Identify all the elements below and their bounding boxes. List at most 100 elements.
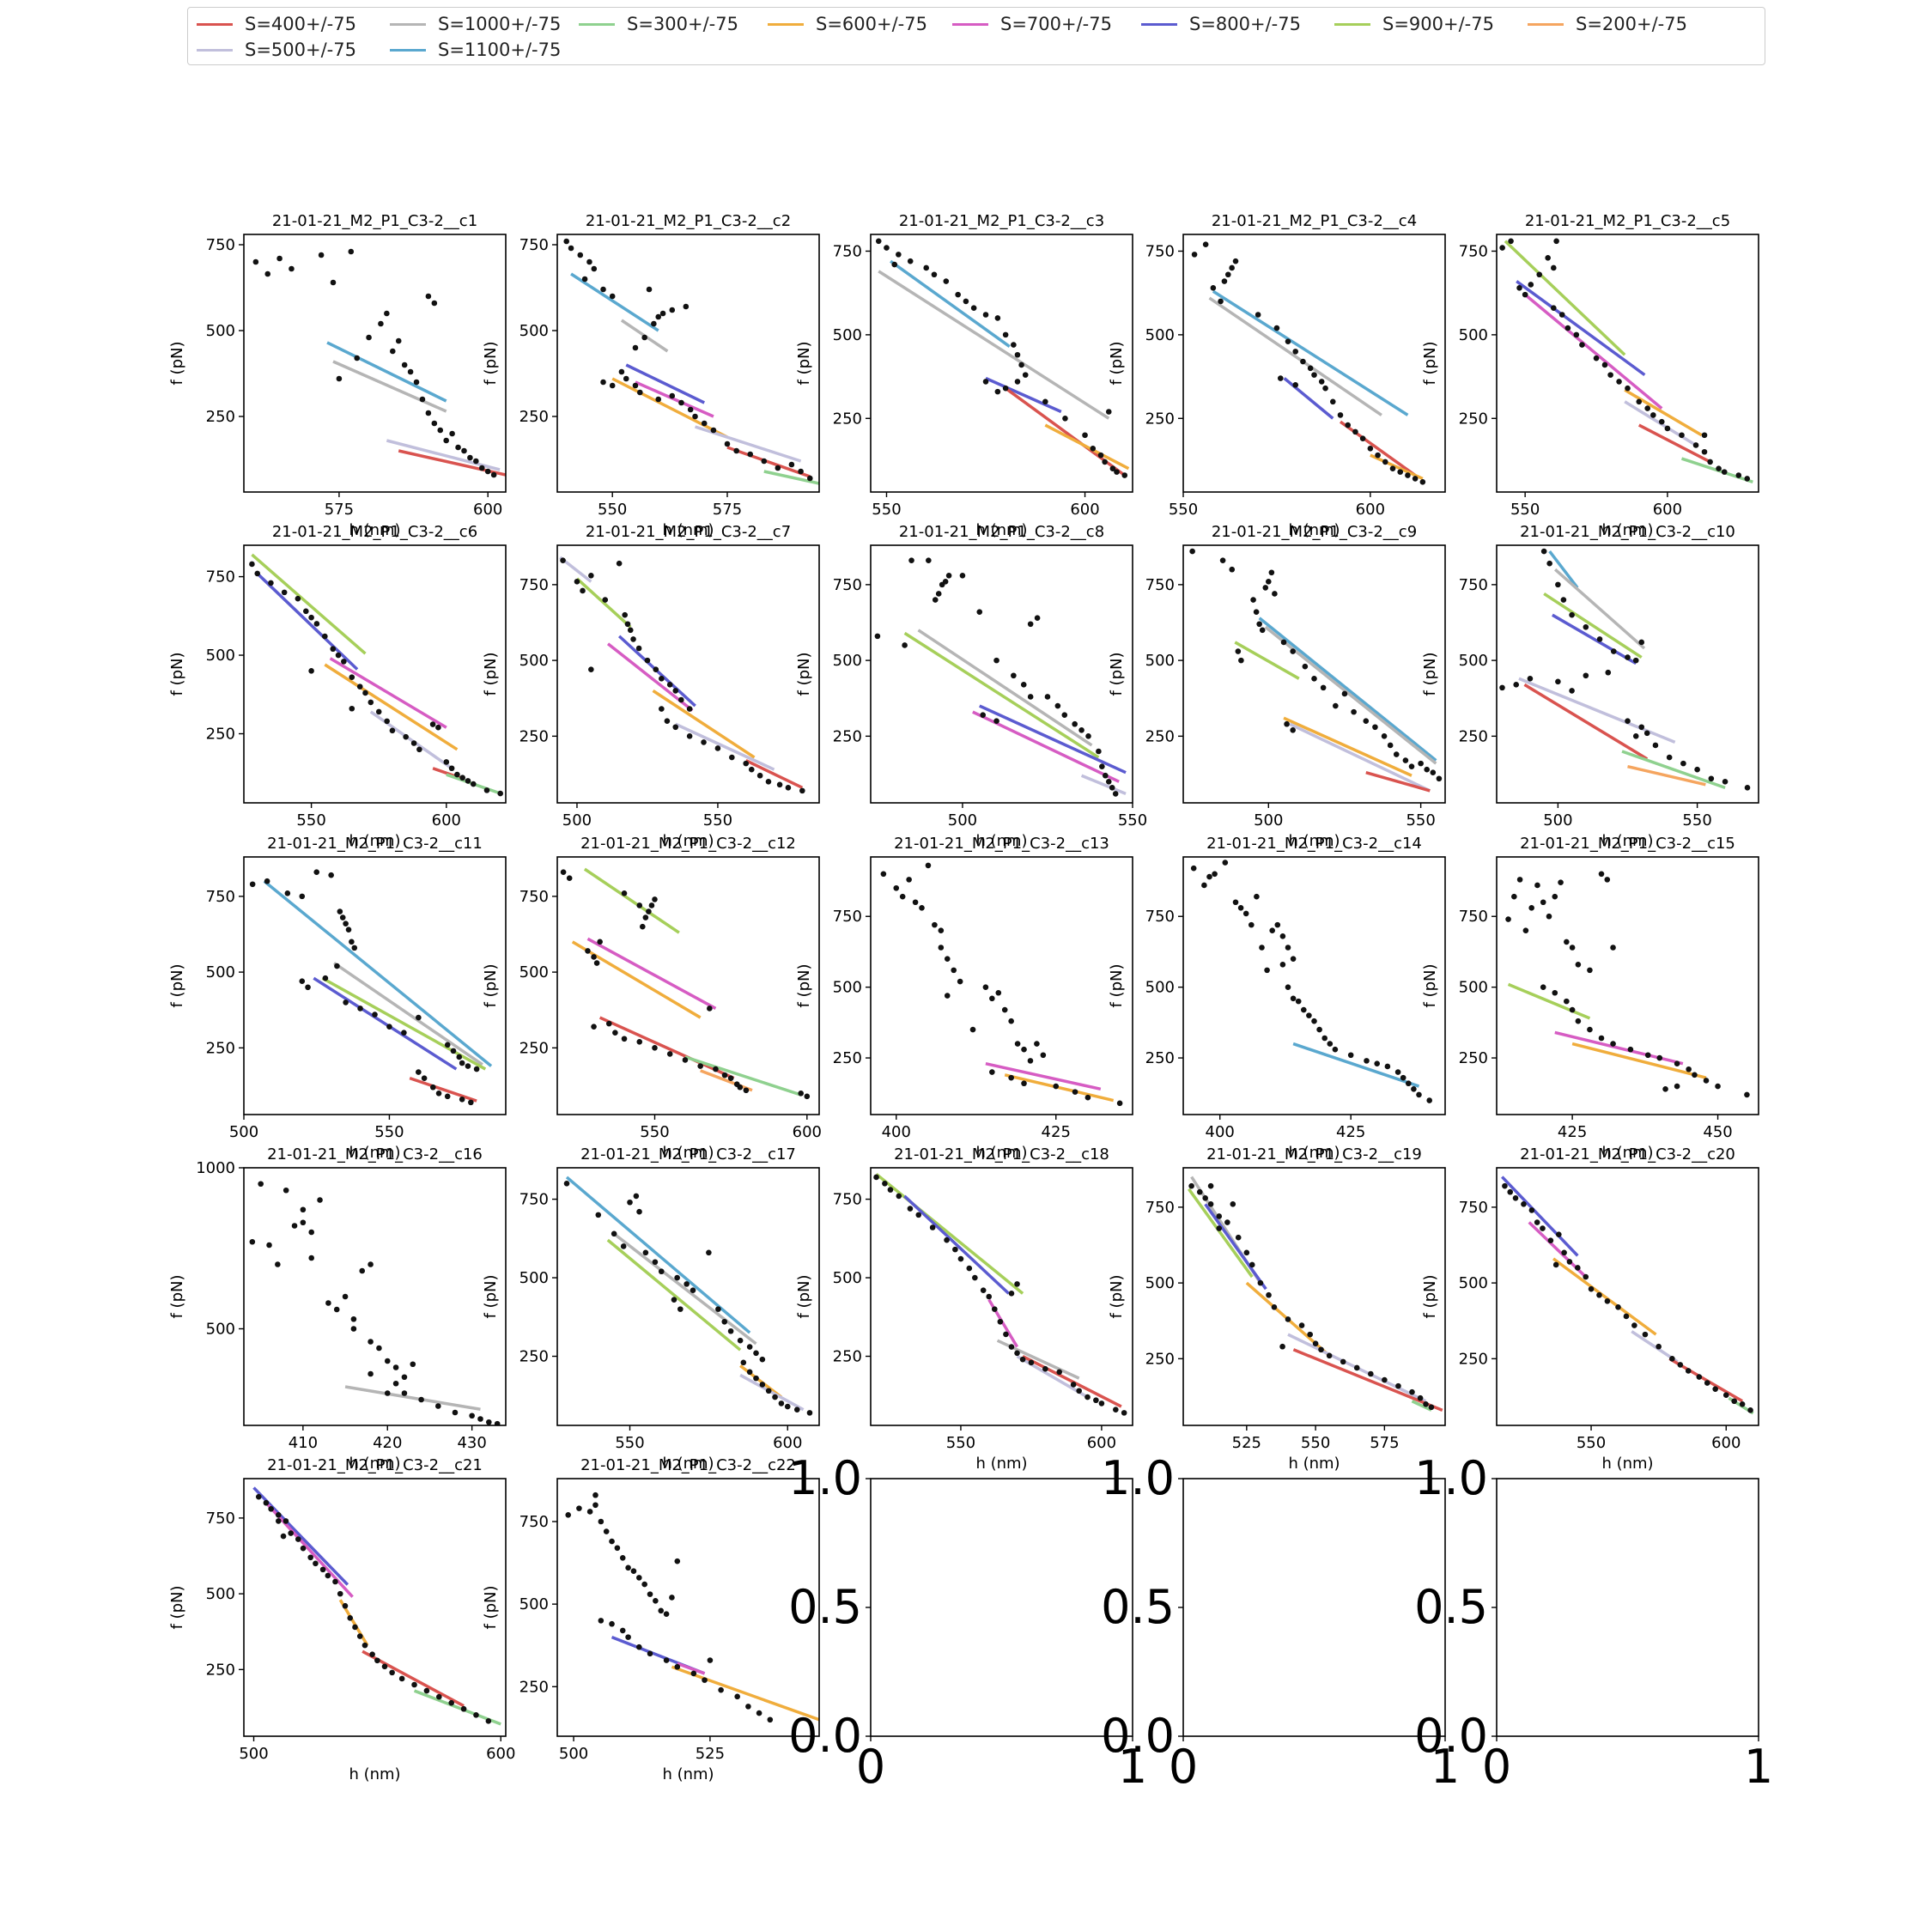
data-point [715,1306,721,1312]
data-point [734,1693,740,1700]
data-point [1534,1219,1540,1225]
data-point [334,963,340,969]
data-point [1109,465,1116,472]
data-point [1521,1201,1527,1207]
data-point [268,1505,274,1512]
data-point [1054,702,1061,709]
data-point [1042,398,1048,405]
fit-line [1292,1348,1443,1412]
data-point [1196,1188,1203,1195]
data-point [982,379,989,385]
data-point [375,708,382,715]
data-point [1034,615,1041,622]
fit-line [1631,1330,1679,1364]
plot-area [1189,548,1443,793]
data-point [467,454,473,461]
data-point [753,1375,759,1382]
data-point [1387,742,1394,749]
y-tick-label: 750 [206,1510,235,1528]
subplot-title: 21-01-21_M2_P1_C3-2__c6 [272,523,477,541]
data-point [647,1650,653,1657]
data-point [313,1560,319,1567]
data-point [1598,1035,1605,1042]
data-point [1014,1041,1021,1047]
data-point [1393,751,1400,757]
fit-line [1370,453,1424,481]
data-point [640,923,646,930]
data-point [1652,742,1659,749]
data-point [465,778,471,784]
data-point [1632,657,1639,664]
y-tick-label: 250 [1459,727,1488,745]
x-tick-label: 600 [1087,1434,1116,1452]
data-point [289,265,295,272]
fit-line [344,1385,481,1411]
y-tick-label: 500 [206,963,235,981]
data-point [456,1054,463,1060]
data-point [993,657,999,664]
data-point [1364,1058,1370,1064]
data-point [1512,1194,1519,1201]
data-point [586,1509,593,1515]
subplot-title: 21-01-21_M2_P1_C3-2__c15 [1520,835,1735,853]
subplot: 21-01-21_M2_P1_C3-2__c8 500 550 250 500 750 h … [795,523,1147,850]
data-point [1201,882,1207,889]
data-point [322,633,328,640]
data-point [376,1345,382,1352]
data-point [1351,708,1357,715]
data-point [966,1265,973,1272]
data-point [671,1297,677,1303]
data-point [614,1545,621,1552]
fit-line [878,270,1110,420]
legend-label: S=500+/-75 [245,39,356,60]
data-point [1553,238,1559,245]
data-point [585,948,591,954]
data-point [460,1705,467,1712]
data-point [1731,1398,1738,1405]
data-point [1566,1259,1573,1265]
data-point [350,1326,357,1332]
data-point [1056,1369,1063,1376]
data-point [1615,1304,1621,1310]
data-point [1685,1368,1692,1374]
data-point [1327,1041,1334,1047]
plot-area [252,1486,501,1726]
data-point [494,1420,501,1425]
y-axis-label: f (pN) [482,342,500,386]
data-point [951,967,957,974]
subplot: 21-01-21_M2_P1_C3-2__c5 550 600 250 500 750 h … [1421,212,1759,539]
x-axis-label: h (nm) [1288,1144,1340,1162]
subplot: 21-01-21_M2_P1_C3-2__c12 550 600 250 500 750 h… [482,835,822,1162]
x-tick-label: 0 [856,1740,885,1794]
data-point [893,884,900,891]
data-point [1692,442,1699,448]
plot-area [1499,548,1751,791]
legend-entry: S=700+/-75 [952,11,1112,37]
data-point [1098,1400,1105,1406]
data-point [1002,385,1009,392]
data-point [707,1657,714,1663]
legend-swatch [197,22,233,26]
data-point [565,1512,572,1518]
y-axis-label: f (pN) [482,1586,500,1630]
data-point [1262,585,1269,591]
data-point [687,406,694,413]
data-point [1664,425,1671,432]
y-tick-label: 250 [1459,410,1488,428]
data-point [1311,1018,1317,1024]
data-point [627,627,634,634]
data-point [591,265,598,272]
data-point [653,1598,659,1604]
fit-line [409,1076,477,1103]
fit-line [1022,1354,1122,1408]
data-point [710,427,717,434]
x-axis-label: h (nm) [975,521,1027,539]
data-point [330,279,337,286]
data-point [478,465,485,471]
data-point [403,733,409,740]
y-tick-label: 250 [1145,410,1175,428]
data-point [1722,778,1728,785]
data-point [473,458,479,465]
y-tick-label: 750 [1145,1199,1175,1217]
data-point [1666,754,1673,761]
